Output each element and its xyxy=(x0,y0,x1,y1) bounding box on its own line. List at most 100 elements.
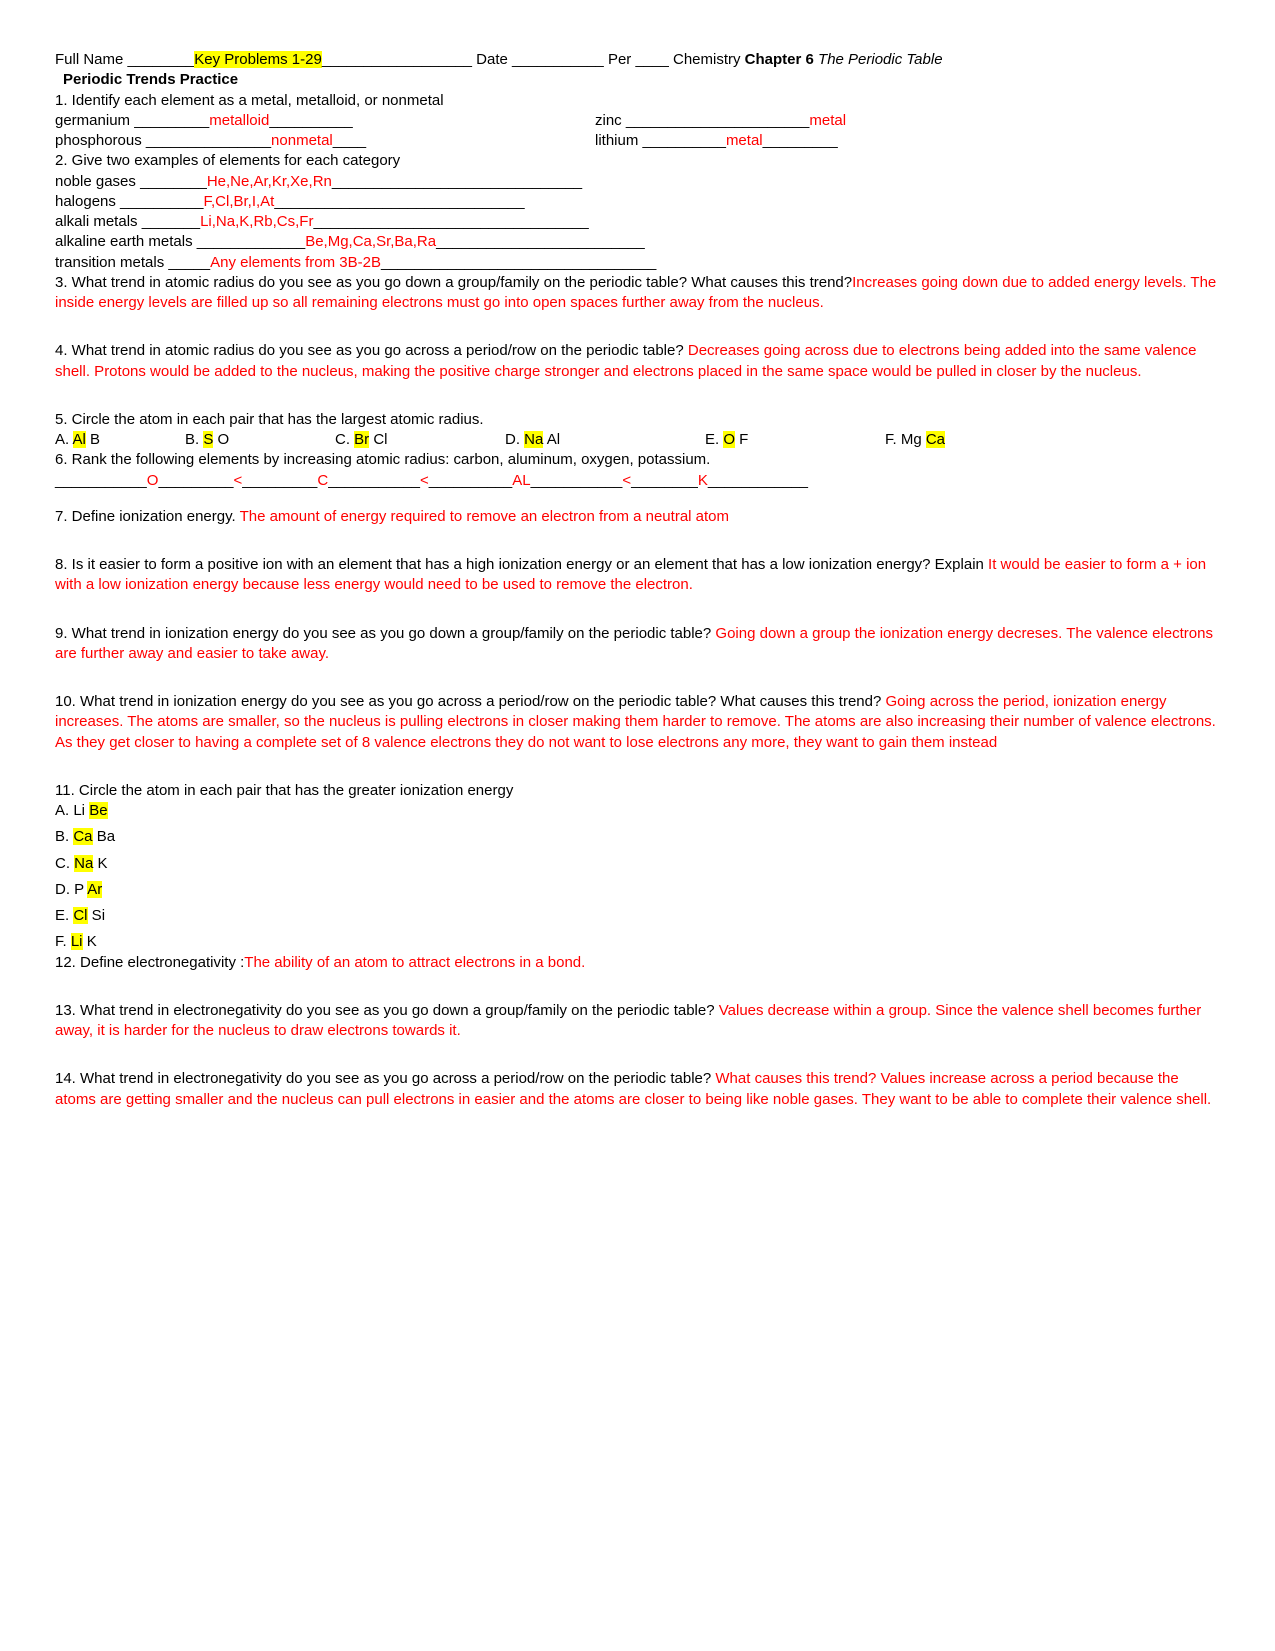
q11-b-post: Ba xyxy=(93,828,116,845)
q10-question: 10. What trend in ionization energy do y… xyxy=(55,693,886,710)
q7-question: 7. Define ionization energy. xyxy=(55,508,240,525)
q6-lt3: < xyxy=(622,472,631,489)
germanium-answer: metalloid xyxy=(209,112,269,129)
q5-d-hl: Na xyxy=(524,431,543,448)
halo-answer: F,Cl,Br,I,At xyxy=(203,193,274,210)
q8-question: 8. Is it easier to form a positive ion w… xyxy=(55,556,988,573)
q7: 7. Define ionization energy. The amount … xyxy=(55,507,1220,527)
q2-alk: alkali metals _______Li,Na,K,Rb,Cs,Fr___… xyxy=(55,212,1220,232)
q12-question: 12. Define electronegativity : xyxy=(55,954,244,971)
tm-blank: _________________________________ xyxy=(381,254,656,271)
lith-label: lithium __________ xyxy=(595,132,726,149)
alk-answer: Li,Na,K,Rb,Cs,Fr xyxy=(200,213,313,230)
chapter-italic: The Periodic Table xyxy=(814,51,943,68)
q5-c-hl: Br xyxy=(354,431,369,448)
q5-d: D. Na Al xyxy=(505,430,705,450)
q5-a: A. Al B xyxy=(55,430,185,450)
q5-options: A. Al B B. S O C. Br Cl D. Na Al E. O F … xyxy=(55,430,1220,450)
q8: 8. Is it easier to form a positive ion w… xyxy=(55,555,1220,596)
noble-label: noble gases ________ xyxy=(55,173,207,190)
q6-c: C xyxy=(317,472,328,489)
q11-e-hl: Cl xyxy=(73,907,87,924)
q12: 12. Define electronegativity :The abilit… xyxy=(55,953,1220,973)
ae-blank: _________________________ xyxy=(436,233,645,250)
q11-prompt: 11. Circle the atom in each pair that ha… xyxy=(55,781,1220,801)
q11-b: B. Ca Ba xyxy=(55,827,1220,847)
q5-d-post: Al xyxy=(543,431,560,448)
q3-question: 3. What trend in atomic radius do you se… xyxy=(55,274,852,291)
q2-halo: halogens __________F,Cl,Br,I,At_________… xyxy=(55,192,1220,212)
q5-e-pre: E. xyxy=(705,431,723,448)
q9-question: 9. What trend in ionization energy do yo… xyxy=(55,625,715,642)
q1-row1: germanium _________metalloid__________ z… xyxy=(55,111,1220,131)
q13-question: 13. What trend in electronegativity do y… xyxy=(55,1002,719,1019)
lith-blank: _________ xyxy=(763,132,838,149)
tm-answer: Any elements from 3B-2B xyxy=(210,254,381,271)
q11-a-pre: A. Li xyxy=(55,802,89,819)
zinc-answer: metal xyxy=(809,112,846,129)
germanium-blank: __________ xyxy=(269,112,352,129)
q11-f-post: K xyxy=(83,933,97,950)
phos-label: phosphorous _______________ xyxy=(55,132,271,149)
q11-c-post: K xyxy=(93,855,107,872)
q5-b-hl: S xyxy=(203,431,213,448)
q6-b2: _________ xyxy=(158,472,233,489)
q11-c: C. Na K xyxy=(55,854,1220,874)
q11-e-pre: E. xyxy=(55,907,73,924)
phos-answer: nonmetal xyxy=(271,132,333,149)
q6-b1: ___________ xyxy=(55,472,147,489)
q5-e-post: F xyxy=(735,431,748,448)
q5-b: B. S O xyxy=(185,430,335,450)
q5-f-pre: F. Mg xyxy=(885,431,926,448)
q4-question: 4. What trend in atomic radius do you se… xyxy=(55,342,688,359)
q5-c-pre: C. xyxy=(335,431,354,448)
tm-label: transition metals _____ xyxy=(55,254,210,271)
date-per: __________________ Date ___________ Per … xyxy=(322,51,745,68)
q11-d-hl: Ar xyxy=(87,881,102,898)
q5-a-post: B xyxy=(86,431,100,448)
q6-b4: ___________ xyxy=(328,472,420,489)
germanium-label: germanium _________ xyxy=(55,112,209,129)
q11-d-pre: D. P xyxy=(55,881,87,898)
q5-a-hl: Al xyxy=(73,431,86,448)
q5-a-pre: A. xyxy=(55,431,73,448)
q11-a: A. Li Be xyxy=(55,801,1220,821)
q2-ae: alkaline earth metals _____________Be,Mg… xyxy=(55,232,1220,252)
q6-k: K xyxy=(698,472,708,489)
q5-f: F. Mg Ca xyxy=(885,430,945,450)
full-name-label: Full Name ________ xyxy=(55,51,194,68)
q11-f-pre: F. xyxy=(55,933,71,950)
q6-al: AL xyxy=(512,472,530,489)
q2-noble: noble gases ________He,Ne,Ar,Kr,Xe,Rn___… xyxy=(55,172,1220,192)
q6-b8: ____________ xyxy=(708,472,808,489)
q6-b5: __________ xyxy=(429,472,512,489)
q6-lt2: < xyxy=(420,472,429,489)
q5-e: E. O F xyxy=(705,430,885,450)
q11-f-hl: Li xyxy=(71,933,83,950)
q11-c-pre: C. xyxy=(55,855,74,872)
q5-prompt: 5. Circle the atom in each pair that has… xyxy=(55,410,1220,430)
ae-label: alkaline earth metals _____________ xyxy=(55,233,305,250)
noble-blank: ______________________________ xyxy=(332,173,582,190)
q14: 14. What trend in electronegativity do y… xyxy=(55,1069,1220,1110)
q6-b6: ___________ xyxy=(531,472,623,489)
ae-answer: Be,Mg,Ca,Sr,Ba,Ra xyxy=(305,233,436,250)
halo-label: halogens __________ xyxy=(55,193,203,210)
q5-e-hl: O xyxy=(723,431,735,448)
alk-label: alkali metals _______ xyxy=(55,213,200,230)
q11-b-pre: B. xyxy=(55,828,73,845)
q11-b-hl: Ca xyxy=(73,828,92,845)
halo-blank: ______________________________ xyxy=(274,193,524,210)
key-highlight: Key Problems 1-29 xyxy=(194,51,322,68)
q14-question2: What causes this trend? xyxy=(715,1070,876,1087)
zinc-label: zinc ______________________ xyxy=(595,112,809,129)
q2-tm: transition metals _____Any elements from… xyxy=(55,253,1220,273)
q10: 10. What trend in ionization energy do y… xyxy=(55,692,1220,753)
lith-answer: metal xyxy=(726,132,763,149)
q11-a-hl: Be xyxy=(89,802,107,819)
q12-answer: The ability of an atom to attract electr… xyxy=(244,954,585,971)
q4: 4. What trend in atomic radius do you se… xyxy=(55,341,1220,382)
q5-c: C. Br Cl xyxy=(335,430,505,450)
q6-answer: ___________O_________<_________C________… xyxy=(55,471,1220,491)
q11-d: D. P Ar xyxy=(55,880,1220,900)
